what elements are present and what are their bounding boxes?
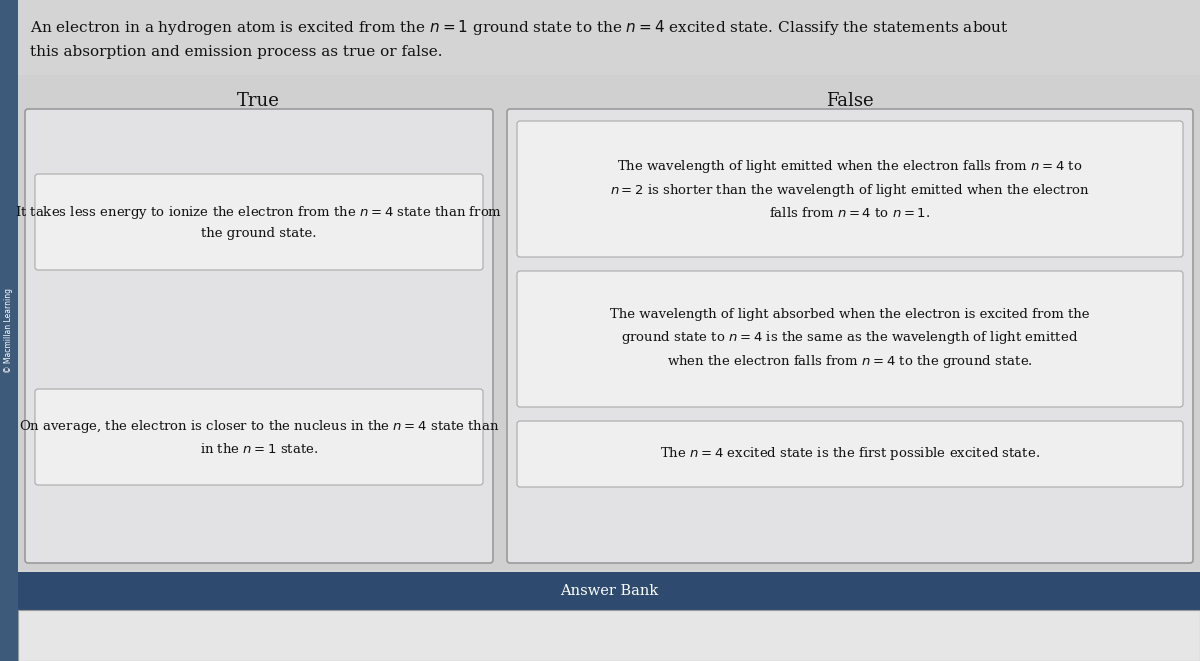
FancyBboxPatch shape: [35, 174, 482, 270]
FancyBboxPatch shape: [508, 109, 1193, 563]
FancyBboxPatch shape: [18, 75, 1200, 570]
FancyBboxPatch shape: [18, 610, 1200, 661]
Text: The $n = 4$ excited state is the first possible excited state.: The $n = 4$ excited state is the first p…: [660, 446, 1040, 463]
Text: True: True: [236, 92, 280, 110]
Text: Answer Bank: Answer Bank: [560, 584, 658, 598]
Text: It takes less energy to ionize the electron from the $n = 4$ state than from
the: It takes less energy to ionize the elect…: [16, 204, 503, 240]
Text: On average, the electron is closer to the nucleus in the $n = 4$ state than
in t: On average, the electron is closer to th…: [19, 418, 499, 456]
FancyBboxPatch shape: [25, 109, 493, 563]
Text: © Macmillan Learning: © Macmillan Learning: [5, 288, 13, 373]
FancyBboxPatch shape: [18, 572, 1200, 610]
Text: The wavelength of light absorbed when the electron is excited from the
ground st: The wavelength of light absorbed when th…: [611, 308, 1090, 369]
Text: this absorption and emission process as true or false.: this absorption and emission process as …: [30, 45, 443, 59]
FancyBboxPatch shape: [35, 389, 482, 485]
Text: False: False: [826, 92, 874, 110]
FancyBboxPatch shape: [517, 421, 1183, 487]
FancyBboxPatch shape: [517, 121, 1183, 257]
Text: An electron in a hydrogen atom is excited from the $n = 1$ ground state to the $: An electron in a hydrogen atom is excite…: [30, 18, 1009, 37]
FancyBboxPatch shape: [0, 0, 18, 661]
Text: The wavelength of light emitted when the electron falls from $n = 4$ to
$n = 2$ : The wavelength of light emitted when the…: [611, 158, 1090, 220]
FancyBboxPatch shape: [517, 271, 1183, 407]
